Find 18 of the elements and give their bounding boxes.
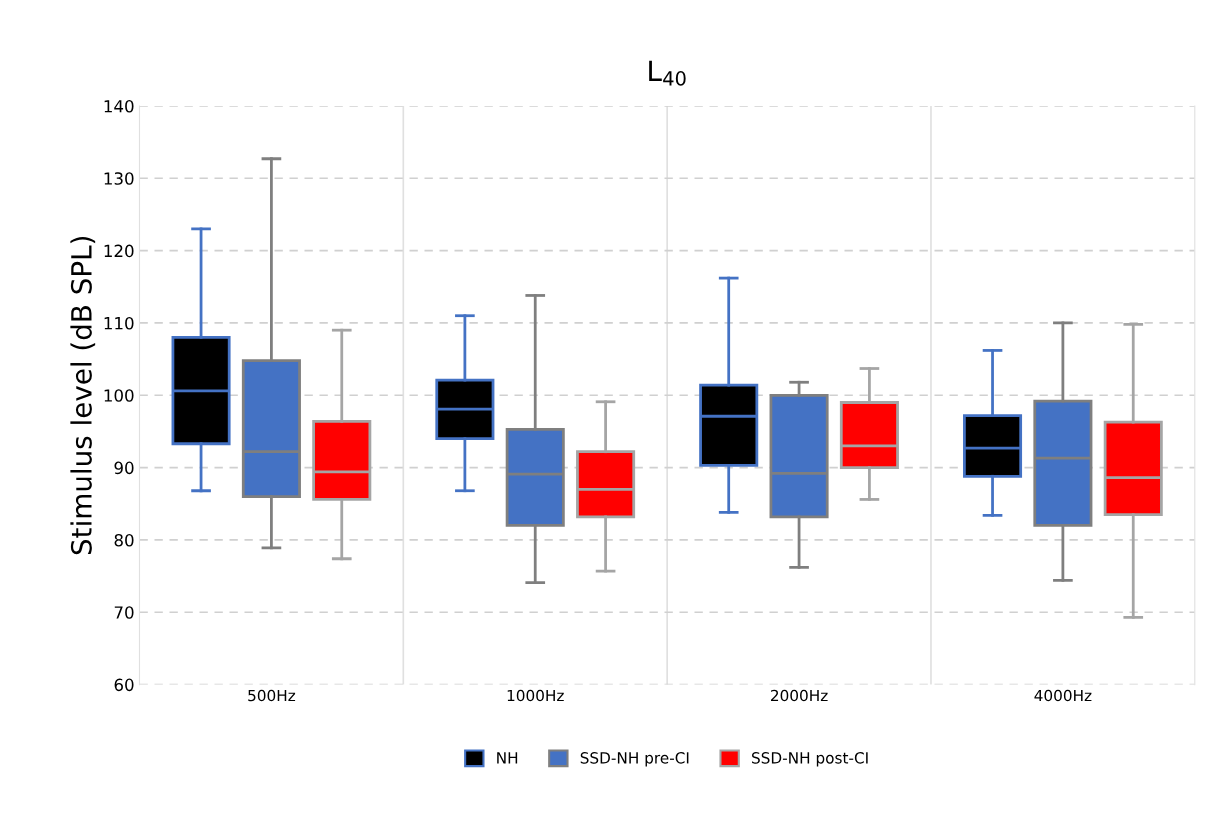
chart-title: L$_{40}$	[649, 60, 686, 86]
y-tick-label: 130	[104, 172, 134, 185]
x-tick-label: 4000Hz	[1034, 689, 1092, 702]
y-tick-label: 120	[104, 244, 134, 258]
legend-label: SSD-NH post-CI	[752, 752, 868, 767]
y-tick-label: 140	[104, 99, 134, 113]
x-tick-label: 500Hz	[248, 689, 296, 702]
y-tick-label: 110	[104, 316, 134, 330]
y-tick-label: 90	[114, 461, 134, 475]
y-tick-label: 70	[114, 606, 134, 619]
x-tick-label: 1000Hz	[507, 689, 564, 702]
y-tick-label: 80	[114, 533, 134, 547]
y-tick-label: 60	[114, 678, 134, 692]
y-axis-title: Stimulus level (dB SPL)	[70, 236, 96, 555]
legend-label: NH	[497, 752, 518, 764]
y-tick-label: 100	[104, 389, 134, 402]
x-tick-label: 2000Hz	[770, 689, 828, 702]
legend-label: SSD-NH pre-CI	[580, 752, 689, 767]
